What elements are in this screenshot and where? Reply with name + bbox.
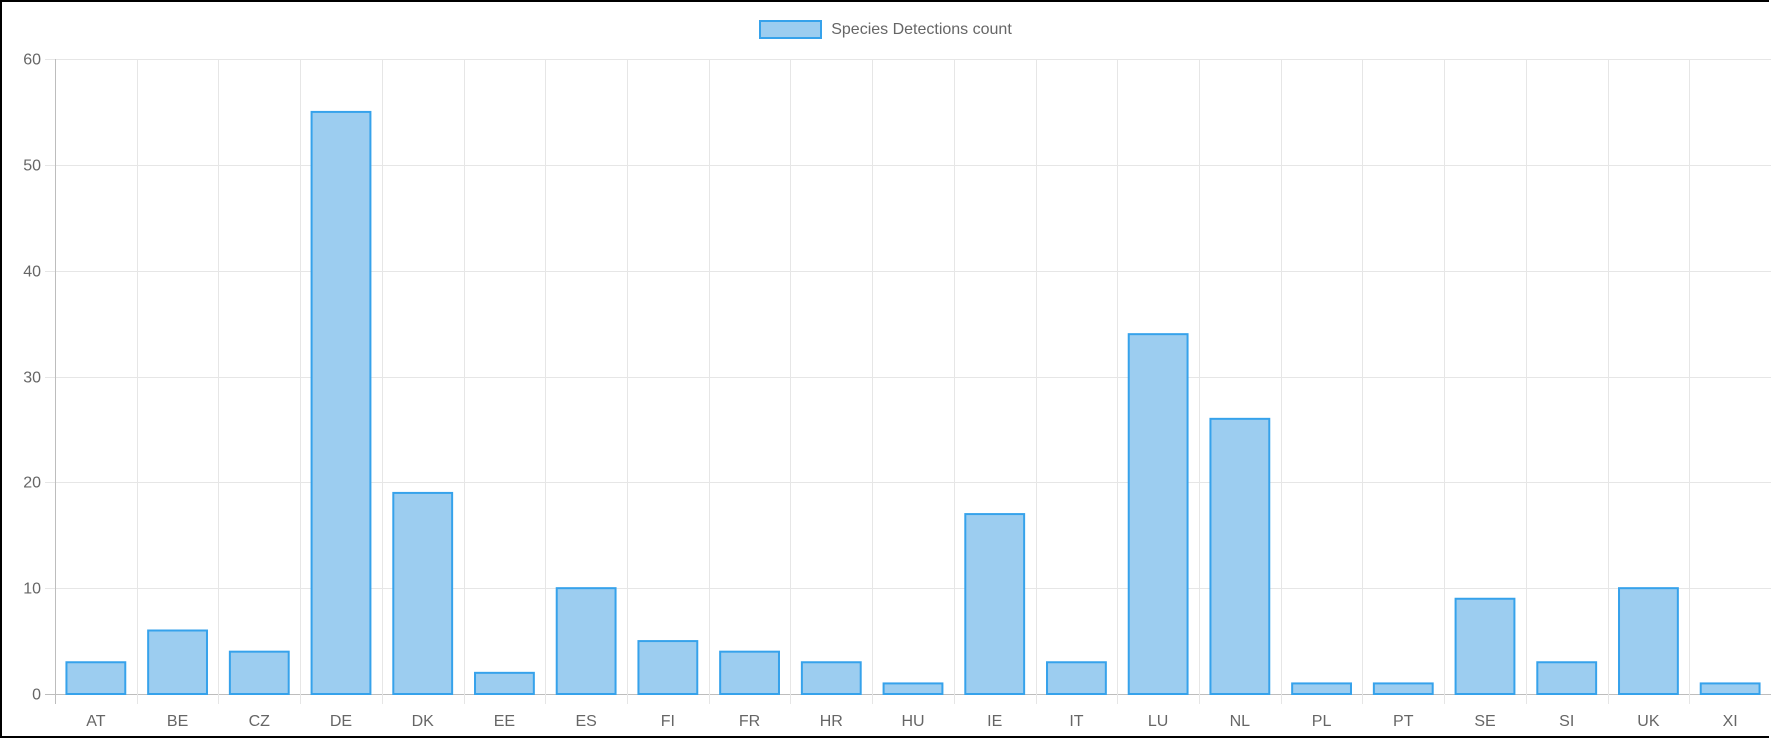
bar-fr (719, 650, 780, 696)
bar-ie (964, 513, 1026, 695)
bar-es (555, 587, 617, 696)
chart-legend[interactable]: Species Detections count (0, 20, 1771, 39)
x-tick-label: FR (739, 713, 760, 730)
y-tick-label: 30 (23, 370, 41, 387)
x-tick-label: IE (987, 713, 1002, 730)
y-tick-label: 50 (23, 158, 41, 175)
bar-pt (1372, 682, 1434, 696)
x-tick-label: SE (1474, 713, 1495, 730)
y-tick-label: 0 (32, 687, 41, 704)
x-tick-label: NL (1230, 713, 1251, 730)
x-tick-label: BE (167, 713, 188, 730)
x-tick-label: SI (1559, 713, 1574, 730)
x-tick-label: IT (1069, 713, 1083, 730)
x-tick-label: XI (1723, 713, 1738, 730)
y-tick-label: 40 (23, 264, 41, 281)
x-tick-label: CZ (249, 713, 271, 730)
x-tick-label: ES (575, 713, 596, 730)
x-tick-label: FI (661, 713, 675, 730)
x-tick-label: EE (494, 713, 515, 730)
bar-be (147, 629, 208, 695)
x-tick-label: PL (1312, 713, 1332, 730)
bar-fi (637, 640, 699, 695)
bar-de (310, 110, 372, 695)
x-tick-label: LU (1148, 713, 1168, 730)
x-tick-label: UK (1637, 713, 1660, 730)
bar-it (1046, 661, 1107, 695)
bar-se (1454, 597, 1516, 695)
bar-uk (1618, 587, 1679, 696)
bar-dk (392, 491, 454, 695)
y-tick-label: 20 (23, 475, 41, 492)
bar-lu (1127, 333, 1189, 695)
x-tick-label: HU (901, 713, 924, 730)
bar-at (65, 661, 127, 695)
x-tick-label: HR (820, 713, 843, 730)
legend-label: Species Detections count (831, 20, 1012, 38)
bar-pl (1291, 682, 1352, 696)
bar-xi (1699, 682, 1761, 696)
bar-cz (228, 650, 290, 696)
y-tick-label: 60 (23, 52, 41, 69)
legend-swatch (759, 20, 823, 39)
bar-hu (882, 682, 944, 696)
x-tick-label: AT (86, 713, 105, 730)
bar-ee (474, 671, 535, 695)
bar-si (1536, 661, 1598, 695)
bar-hr (800, 661, 862, 695)
x-tick-label: PT (1393, 713, 1414, 730)
x-tick-label: DE (330, 713, 352, 730)
x-tick-label: DK (412, 713, 435, 730)
bar-nl (1209, 417, 1271, 695)
y-tick-label: 10 (23, 581, 41, 598)
